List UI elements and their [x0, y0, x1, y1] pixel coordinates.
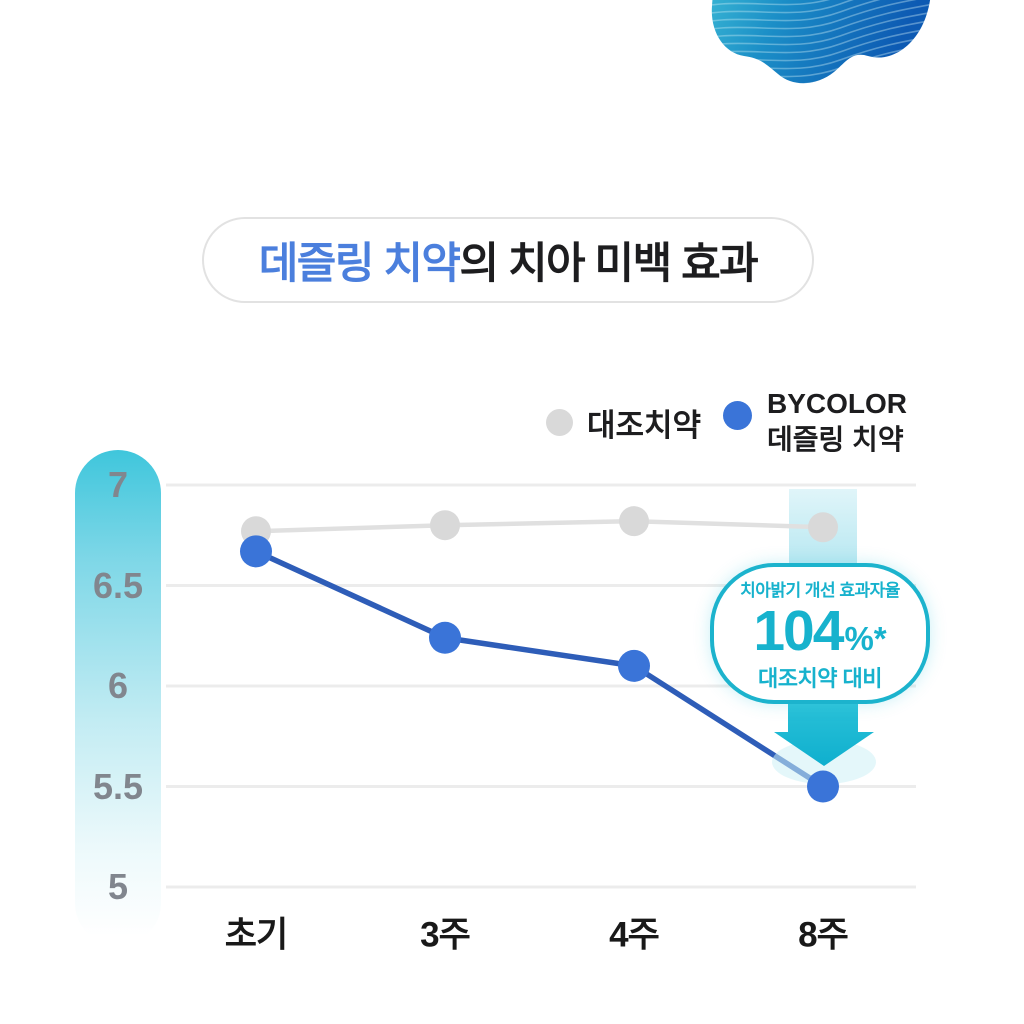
- callout-bubble: 치아밝기 개선 효과자율 104 %* 대조치약 대비: [710, 563, 930, 704]
- legend-item-brand: BYCOLOR 데즐링 치약: [723, 386, 907, 458]
- data-point: [618, 649, 650, 682]
- y-axis-label: 6: [107, 665, 129, 706]
- wave-line: [711, 0, 932, 29]
- callout-value-row: 104 %*: [753, 603, 886, 660]
- page-title-highlight: 데즐링 치약: [258, 240, 461, 288]
- y-axis-label: 6.5: [92, 564, 144, 606]
- y-axis-gradient-bar: [75, 450, 161, 946]
- wave-blob-graphic: [690, 0, 942, 118]
- page-title: 데즐링 치약의 치아 미백 효과: [258, 229, 759, 291]
- x-axis-label: 8주: [798, 915, 849, 955]
- data-point: [429, 621, 461, 654]
- callout-footnote: 대조치약 대비: [757, 666, 883, 691]
- legend-brand-line1: BYCOLOR: [767, 388, 907, 419]
- data-point: [430, 510, 460, 541]
- page-title-rest: 의 치아 미백 효과: [459, 240, 758, 288]
- x-axis-label: 4주: [609, 915, 660, 955]
- control-dot-icon: [546, 409, 573, 436]
- arrow-shape: [774, 690, 874, 766]
- series-line-control: [255, 518, 824, 534]
- data-points: [240, 506, 839, 803]
- legend-brand-label: BYCOLOR 데즐링 치약: [767, 386, 907, 458]
- title-banner: 데즐링 치약의 치아 미백 효과: [202, 217, 814, 303]
- wave-line: [711, 0, 932, 45]
- y-axis-label: 7: [107, 464, 129, 505]
- series-line-brand: [254, 548, 825, 789]
- y-axis-label: 5: [107, 866, 129, 907]
- down-arrow-icon: [772, 690, 876, 784]
- legend-control-label: 대조치약: [587, 408, 702, 443]
- callout-headline: 치아밝기 개선 효과자율: [740, 581, 900, 600]
- data-point: [807, 770, 839, 803]
- legend-item-control: 대조치약: [546, 400, 701, 445]
- data-point: [619, 506, 649, 537]
- callout-suffix: %*: [844, 620, 887, 657]
- wave-line: [711, 7, 932, 53]
- callout-value: 104: [753, 599, 844, 663]
- x-axis-label: 3주: [420, 915, 471, 955]
- y-axis-label: 5.5: [92, 765, 144, 807]
- wave-line: [711, 0, 932, 21]
- x-axis-label: 초기: [224, 915, 288, 955]
- data-series: [254, 518, 825, 789]
- brand-dot-icon: [723, 401, 752, 430]
- wave-blob-icon: [711, 0, 932, 84]
- legend-brand-line2: 데즐링 치약: [767, 424, 904, 455]
- wave-line: [711, 0, 932, 37]
- data-point: [240, 535, 272, 568]
- data-point: [808, 512, 838, 543]
- wave-line: [711, 0, 932, 13]
